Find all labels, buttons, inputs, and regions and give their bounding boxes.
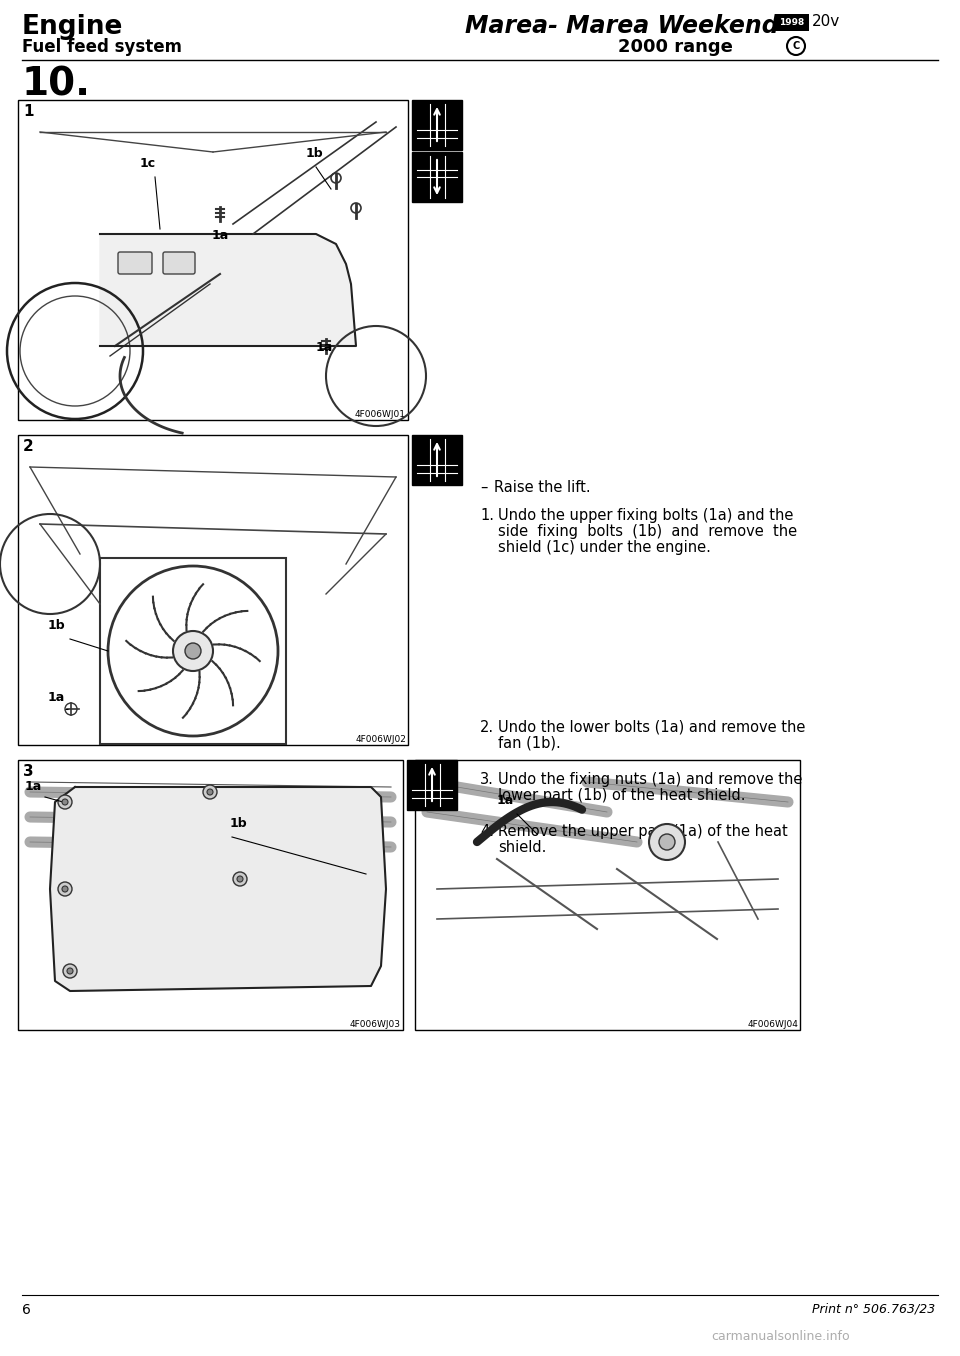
- Circle shape: [173, 631, 213, 671]
- Text: 3: 3: [23, 763, 34, 778]
- Text: 1a: 1a: [316, 340, 333, 354]
- Text: Remove the upper part (1a) of the heat: Remove the upper part (1a) of the heat: [498, 824, 788, 839]
- Polygon shape: [100, 235, 356, 346]
- Text: 1a: 1a: [212, 229, 229, 241]
- Text: 1a: 1a: [25, 780, 42, 793]
- Bar: [412, 152, 462, 202]
- Text: shield.: shield.: [498, 839, 546, 856]
- Text: 1a: 1a: [497, 795, 515, 807]
- Text: 2000 range: 2000 range: [618, 38, 732, 56]
- Text: 10.: 10.: [22, 65, 91, 103]
- Text: 2: 2: [23, 439, 34, 454]
- Circle shape: [207, 789, 213, 795]
- Text: Print n° 506.763/23: Print n° 506.763/23: [812, 1303, 935, 1317]
- Text: 1a: 1a: [48, 692, 65, 704]
- Text: shield (1c) under the engine.: shield (1c) under the engine.: [498, 540, 710, 555]
- Circle shape: [62, 885, 68, 892]
- Circle shape: [237, 876, 243, 881]
- Text: side  fixing  bolts  (1b)  and  remove  the: side fixing bolts (1b) and remove the: [498, 523, 797, 538]
- Circle shape: [233, 872, 247, 885]
- Circle shape: [659, 834, 675, 850]
- Bar: [18, 100, 408, 420]
- Text: 4F006WJ03: 4F006WJ03: [350, 1020, 401, 1029]
- Circle shape: [203, 785, 217, 799]
- Text: Undo the lower bolts (1a) and remove the: Undo the lower bolts (1a) and remove the: [498, 720, 805, 735]
- Circle shape: [185, 643, 201, 659]
- Bar: [407, 759, 457, 810]
- Text: 3.: 3.: [480, 772, 493, 786]
- Bar: [18, 759, 403, 1031]
- Text: 4F006WJ02: 4F006WJ02: [355, 735, 406, 744]
- FancyBboxPatch shape: [163, 252, 195, 274]
- Text: 1b: 1b: [306, 146, 324, 160]
- Bar: [412, 435, 462, 485]
- Text: Undo the fixing nuts (1a) and remove the: Undo the fixing nuts (1a) and remove the: [498, 772, 803, 786]
- Circle shape: [63, 964, 77, 978]
- Text: Marea- Marea Weekend: Marea- Marea Weekend: [465, 14, 779, 38]
- Text: Engine: Engine: [22, 14, 124, 39]
- Text: carmanualsonline.info: carmanualsonline.info: [711, 1330, 850, 1342]
- Text: Fuel feed system: Fuel feed system: [22, 38, 182, 56]
- Text: 1.: 1.: [480, 508, 494, 523]
- Text: Undo the upper fixing bolts (1a) and the: Undo the upper fixing bolts (1a) and the: [498, 508, 793, 523]
- Text: –: –: [480, 480, 488, 495]
- Text: fan (1b).: fan (1b).: [498, 736, 561, 751]
- Circle shape: [649, 824, 685, 860]
- Bar: [412, 100, 462, 151]
- Text: 4: 4: [420, 763, 431, 778]
- Circle shape: [58, 795, 72, 810]
- Text: 1b: 1b: [230, 818, 248, 830]
- Bar: [18, 435, 408, 744]
- Text: 1998: 1998: [780, 18, 804, 27]
- Bar: [775, 14, 809, 31]
- Text: Raise the lift.: Raise the lift.: [494, 480, 590, 495]
- Text: 1c: 1c: [140, 157, 156, 170]
- Circle shape: [62, 799, 68, 805]
- Circle shape: [67, 968, 73, 974]
- FancyBboxPatch shape: [118, 252, 152, 274]
- Text: 6: 6: [22, 1303, 31, 1317]
- Bar: [415, 759, 800, 1031]
- Circle shape: [58, 881, 72, 896]
- Text: 4F006WJ01: 4F006WJ01: [355, 410, 406, 419]
- Text: 20v: 20v: [812, 14, 840, 28]
- Polygon shape: [50, 786, 386, 991]
- Bar: [100, 559, 286, 744]
- Text: 2.: 2.: [480, 720, 494, 735]
- Text: 1: 1: [23, 104, 34, 119]
- Text: 1b: 1b: [48, 618, 65, 632]
- Text: lower part (1b) of the heat shield.: lower part (1b) of the heat shield.: [498, 788, 746, 803]
- Text: 4.: 4.: [480, 824, 494, 839]
- Text: C: C: [792, 41, 800, 52]
- Text: 4F006WJ04: 4F006WJ04: [747, 1020, 798, 1029]
